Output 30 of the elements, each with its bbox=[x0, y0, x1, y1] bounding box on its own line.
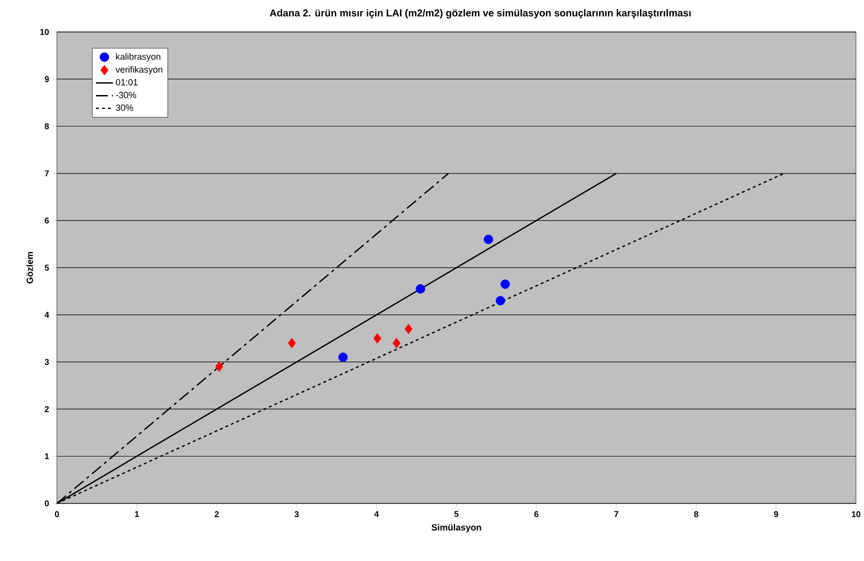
legend-label: verifikasyon bbox=[116, 66, 162, 74]
chart-title: Adana 2. ürün mısır için LAI (m2/m2) gözlem ve simülasyon sonuçlarının karşılaştırılması bbox=[270, 9, 691, 18]
legend-label: 01:01 bbox=[116, 78, 138, 86]
y-tick-label: 2 bbox=[44, 406, 49, 412]
y-tick-label: 10 bbox=[40, 28, 49, 35]
y-axis-title: Gözlem bbox=[26, 252, 33, 284]
y-tick-label: 0 bbox=[44, 500, 49, 506]
x-tick-label: 2 bbox=[214, 511, 219, 517]
x-tick-label: 9 bbox=[774, 511, 778, 517]
y-tick-label: 8 bbox=[44, 123, 49, 130]
x-tick-label: 4 bbox=[374, 511, 379, 517]
x-tick-label: 7 bbox=[614, 511, 618, 517]
y-tick-label: 3 bbox=[44, 358, 49, 365]
x-tick-label: 6 bbox=[534, 511, 538, 517]
y-tick-label: 6 bbox=[44, 217, 49, 224]
x-tick-label: 8 bbox=[694, 511, 698, 517]
x-tick-label: 3 bbox=[294, 511, 299, 518]
y-tick-label: 5 bbox=[44, 264, 49, 270]
x-tick-label: 1 bbox=[135, 511, 139, 517]
x-tick-label: 5 bbox=[454, 511, 459, 517]
x-axis-title: Simülasyon bbox=[432, 524, 482, 532]
x-tick-label: 0 bbox=[54, 511, 59, 517]
y-tick-label: 1 bbox=[45, 453, 49, 460]
y-tick-label: 9 bbox=[44, 76, 49, 82]
legend-label: -30% bbox=[116, 92, 136, 98]
x-tick-label: 10 bbox=[852, 511, 860, 517]
y-tick-label: 7 bbox=[44, 170, 49, 176]
legend-label: kalibrasyon bbox=[116, 53, 160, 62]
y-tick-label: 4 bbox=[44, 312, 50, 318]
legend-label: 30% bbox=[116, 104, 134, 111]
